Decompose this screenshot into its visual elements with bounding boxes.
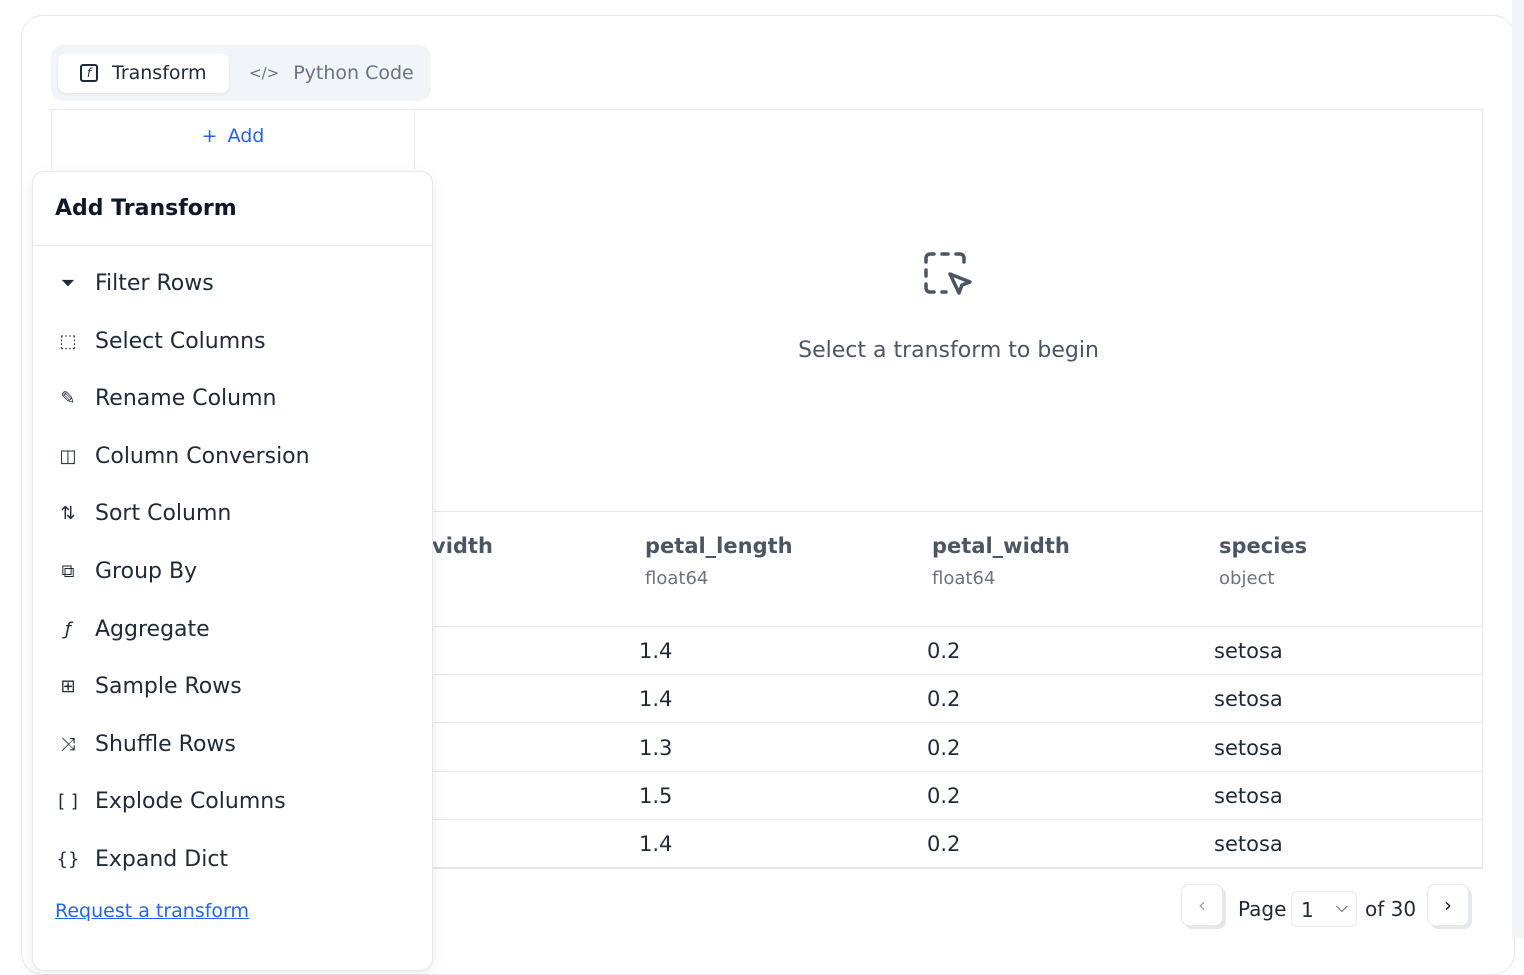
preview-panel: Select a transform to begin vidth petal_… — [414, 109, 1483, 869]
menu-item-group-by[interactable]: ⧉ Group By — [55, 551, 198, 591]
add-transform-menu: Add Transform ⏷ Filter Rows ⬚ Select Colum… — [32, 171, 433, 971]
page-value: 1 — [1301, 898, 1314, 922]
column-type: object — [1219, 568, 1275, 589]
table-row: 1.4 0.2 setosa — [414, 627, 1483, 675]
menu-item-label: Filter Rows — [95, 270, 214, 296]
plus-icon: + — [201, 125, 218, 147]
divider — [33, 245, 432, 246]
column-type: float64 — [645, 568, 709, 589]
table-row: 1.3 0.2 setosa — [414, 724, 1483, 772]
prev-page-button[interactable]: ‹ — [1181, 884, 1223, 926]
page-label: Page — [1238, 897, 1287, 921]
table-row: 1.5 0.2 setosa — [414, 772, 1483, 820]
menu-item-label: Shuffle Rows — [95, 731, 236, 757]
pencil-icon: ✎ — [60, 387, 76, 409]
menu-item-select-columns[interactable]: ⬚ Select Columns — [55, 321, 266, 361]
menu-item-label: Select Columns — [95, 328, 266, 354]
menu-title: Add Transform — [55, 196, 237, 221]
menu-item-sort-column[interactable]: ⇅ Sort Column — [55, 493, 231, 533]
empty-state: Select a transform to begin — [414, 110, 1483, 512]
chevron-down-icon: ⌵ — [1335, 897, 1348, 916]
sort-icon: ⇅ — [60, 502, 76, 524]
page-count: of 30 — [1365, 897, 1417, 921]
tab-transform[interactable]: f Transform — [58, 53, 229, 93]
filter-icon: ⏷ — [60, 272, 76, 294]
menu-item-aggregate[interactable]: ƒ Aggregate — [55, 609, 210, 649]
shuffle-icon: ⤨ — [60, 733, 76, 755]
menu-item-label: Sample Rows — [95, 673, 242, 699]
menu-item-expand-dict[interactable]: {} Expand Dict — [55, 839, 229, 879]
menu-item-label: Group By — [95, 558, 198, 584]
column-type: float64 — [932, 568, 996, 589]
add-transform-button[interactable]: + Add — [52, 110, 414, 162]
menu-item-filter-rows[interactable]: ⏷ Filter Rows — [55, 263, 214, 303]
menu-item-shuffle-rows[interactable]: ⤨ Shuffle Rows — [55, 724, 236, 764]
menu-item-label: Sort Column — [95, 500, 232, 526]
column-header[interactable]: vidth — [432, 534, 493, 558]
menu-item-column-conversion[interactable]: ◫ Column Conversion — [55, 436, 310, 476]
menu-item-rename-column[interactable]: ✎ Rename Column — [55, 378, 276, 418]
function-icon: f — [80, 64, 98, 82]
empty-state-text: Select a transform to begin — [798, 338, 1099, 363]
menu-item-sample-rows[interactable]: ⊞ Sample Rows — [55, 666, 242, 706]
select-columns-icon: ⬚ — [59, 330, 77, 352]
function-icon: ƒ — [64, 618, 72, 640]
menu-item-label: Aggregate — [95, 616, 210, 642]
page-select[interactable]: 1 ⌵ — [1291, 891, 1357, 927]
chevron-right-icon: › — [1444, 893, 1452, 917]
tab-label: Python Code — [293, 62, 414, 84]
table-row: 1.4 0.2 setosa — [414, 820, 1483, 868]
menu-item-label: Rename Column — [95, 385, 277, 411]
dashed-select-cursor-icon — [924, 252, 972, 295]
tab-python-code[interactable]: </> Python Code — [249, 53, 414, 93]
menu-item-explode-columns[interactable]: [ ] Explode Columns — [55, 781, 286, 821]
menu-item-label: Explode Columns — [95, 788, 286, 814]
sample-icon: ⊞ — [60, 675, 76, 697]
tab-label: Transform — [112, 62, 207, 84]
column-header[interactable]: petal_width — [932, 534, 1070, 558]
table-row: 1.4 0.2 setosa — [414, 675, 1483, 723]
menu-item-label: Column Conversion — [95, 443, 310, 469]
columns-icon: ◫ — [59, 445, 77, 467]
divider — [414, 626, 1483, 627]
add-label: Add — [227, 125, 265, 147]
request-transform-link[interactable]: Request a transform — [55, 900, 250, 922]
group-icon: ⧉ — [61, 560, 75, 582]
column-header[interactable]: species — [1219, 534, 1308, 558]
next-page-button[interactable]: › — [1427, 884, 1469, 926]
menu-item-label: Expand Dict — [95, 846, 229, 872]
file-braces-icon: {} — [56, 848, 80, 870]
code-icon: </> — [249, 64, 280, 82]
tab-bar: f Transform </> Python Code — [51, 45, 431, 101]
scrollbar[interactable] — [1512, 0, 1524, 938]
brackets-icon: [ ] — [58, 790, 78, 812]
column-header[interactable]: petal_length — [645, 534, 793, 558]
transform-list-panel: + Add — [51, 109, 415, 169]
chevron-left-icon: ‹ — [1198, 893, 1206, 917]
